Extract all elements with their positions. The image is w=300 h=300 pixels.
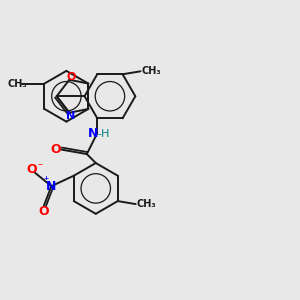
Text: O: O: [50, 143, 61, 156]
Text: -H: -H: [98, 129, 110, 139]
Text: CH₃: CH₃: [8, 79, 27, 88]
Text: CH₃: CH₃: [136, 199, 156, 209]
Text: CH₃: CH₃: [141, 66, 161, 76]
Text: O: O: [39, 205, 49, 218]
Text: N: N: [88, 127, 98, 140]
Text: N: N: [46, 180, 57, 193]
Text: O: O: [27, 163, 37, 176]
Text: N: N: [66, 111, 76, 121]
Text: ⁻: ⁻: [38, 162, 43, 172]
Text: ⁺: ⁺: [44, 176, 49, 186]
Text: O: O: [66, 72, 76, 82]
